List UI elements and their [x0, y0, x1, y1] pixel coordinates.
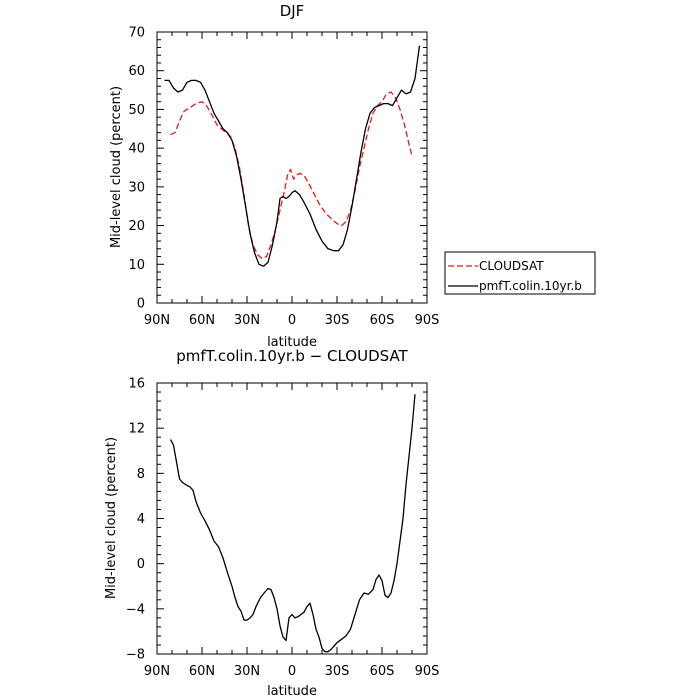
y-tick-label: 12 — [128, 422, 145, 437]
legend-box — [444, 251, 596, 295]
tick-marks — [156, 31, 428, 304]
x-axis-label: latitude — [267, 684, 317, 699]
x-tick-label: 60S — [370, 664, 395, 679]
y-tick-label: −4 — [126, 602, 145, 617]
y-tick-label: 70 — [128, 26, 145, 41]
y-axis-label: Mid-level cloud (percent) — [109, 86, 124, 248]
y-tick-labels: 0 10 20 30 40 50 60 70 — [128, 26, 145, 312]
y-tick-label: 0 — [137, 297, 145, 312]
y-axis-label: Mid-level cloud (percent) — [104, 437, 119, 599]
x-tick-label: 30S — [325, 313, 350, 328]
x-tick-label: 30S — [325, 664, 350, 679]
y-tick-label: 16 — [128, 377, 145, 392]
y-tick-labels: −8 −4 0 4 8 12 16 — [126, 377, 145, 663]
series-layer — [164, 45, 421, 267]
y-tick-label: 50 — [128, 103, 145, 118]
x-tick-label: 60N — [189, 313, 215, 328]
series-line-cloudsat — [170, 91, 413, 260]
x-tick-label: 0 — [288, 664, 296, 679]
x-tick-labels: 90N 60N 30N 0 30S 60S 90S — [144, 664, 440, 679]
x-tick-label: 90N — [144, 664, 170, 679]
y-tick-label: 4 — [137, 512, 145, 527]
y-tick-label: 30 — [128, 180, 145, 195]
series-line-pmft-colin-10yr-b — [164, 45, 421, 267]
tick-marks — [156, 382, 428, 655]
difference-line — [169, 394, 416, 653]
series-layer — [169, 394, 416, 653]
x-tick-label: 30N — [234, 313, 260, 328]
x-tick-label: 90S — [415, 664, 440, 679]
x-tick-label: 60N — [189, 664, 215, 679]
x-tick-label: 30N — [234, 664, 260, 679]
y-tick-label: 20 — [128, 219, 145, 234]
plot-frame — [156, 382, 428, 655]
x-tick-label: 0 — [288, 313, 296, 328]
y-tick-label: −8 — [126, 648, 145, 663]
chart-title: pmfT.colin.10yr.b − CLOUDSAT — [176, 347, 408, 365]
plot-frame — [156, 31, 428, 304]
x-axis-label: latitude — [267, 335, 317, 350]
legend-label-model: pmfT.colin.10yr.b — [479, 279, 582, 293]
difference-chart: pmfT.colin.10yr.b − CLOUDSAT −8 −4 0 4 8 12 16… — [104, 347, 439, 699]
y-tick-label: 0 — [137, 557, 145, 572]
x-tick-labels: 90N 60N 30N 0 30S 60S 90S — [144, 313, 440, 328]
x-tick-label: 90S — [415, 313, 440, 328]
y-tick-label: 8 — [137, 467, 145, 482]
y-tick-label: 60 — [128, 64, 145, 79]
legend-label-cloudsat: CLOUDSAT — [479, 259, 544, 273]
x-tick-label: 90N — [144, 313, 170, 328]
x-tick-label: 60S — [370, 313, 395, 328]
legend: CLOUDSAT pmfT.colin.10yr.b — [444, 251, 596, 295]
y-tick-label: 10 — [128, 258, 145, 273]
y-tick-label: 40 — [128, 142, 145, 157]
chart-title: DJF — [280, 2, 305, 20]
